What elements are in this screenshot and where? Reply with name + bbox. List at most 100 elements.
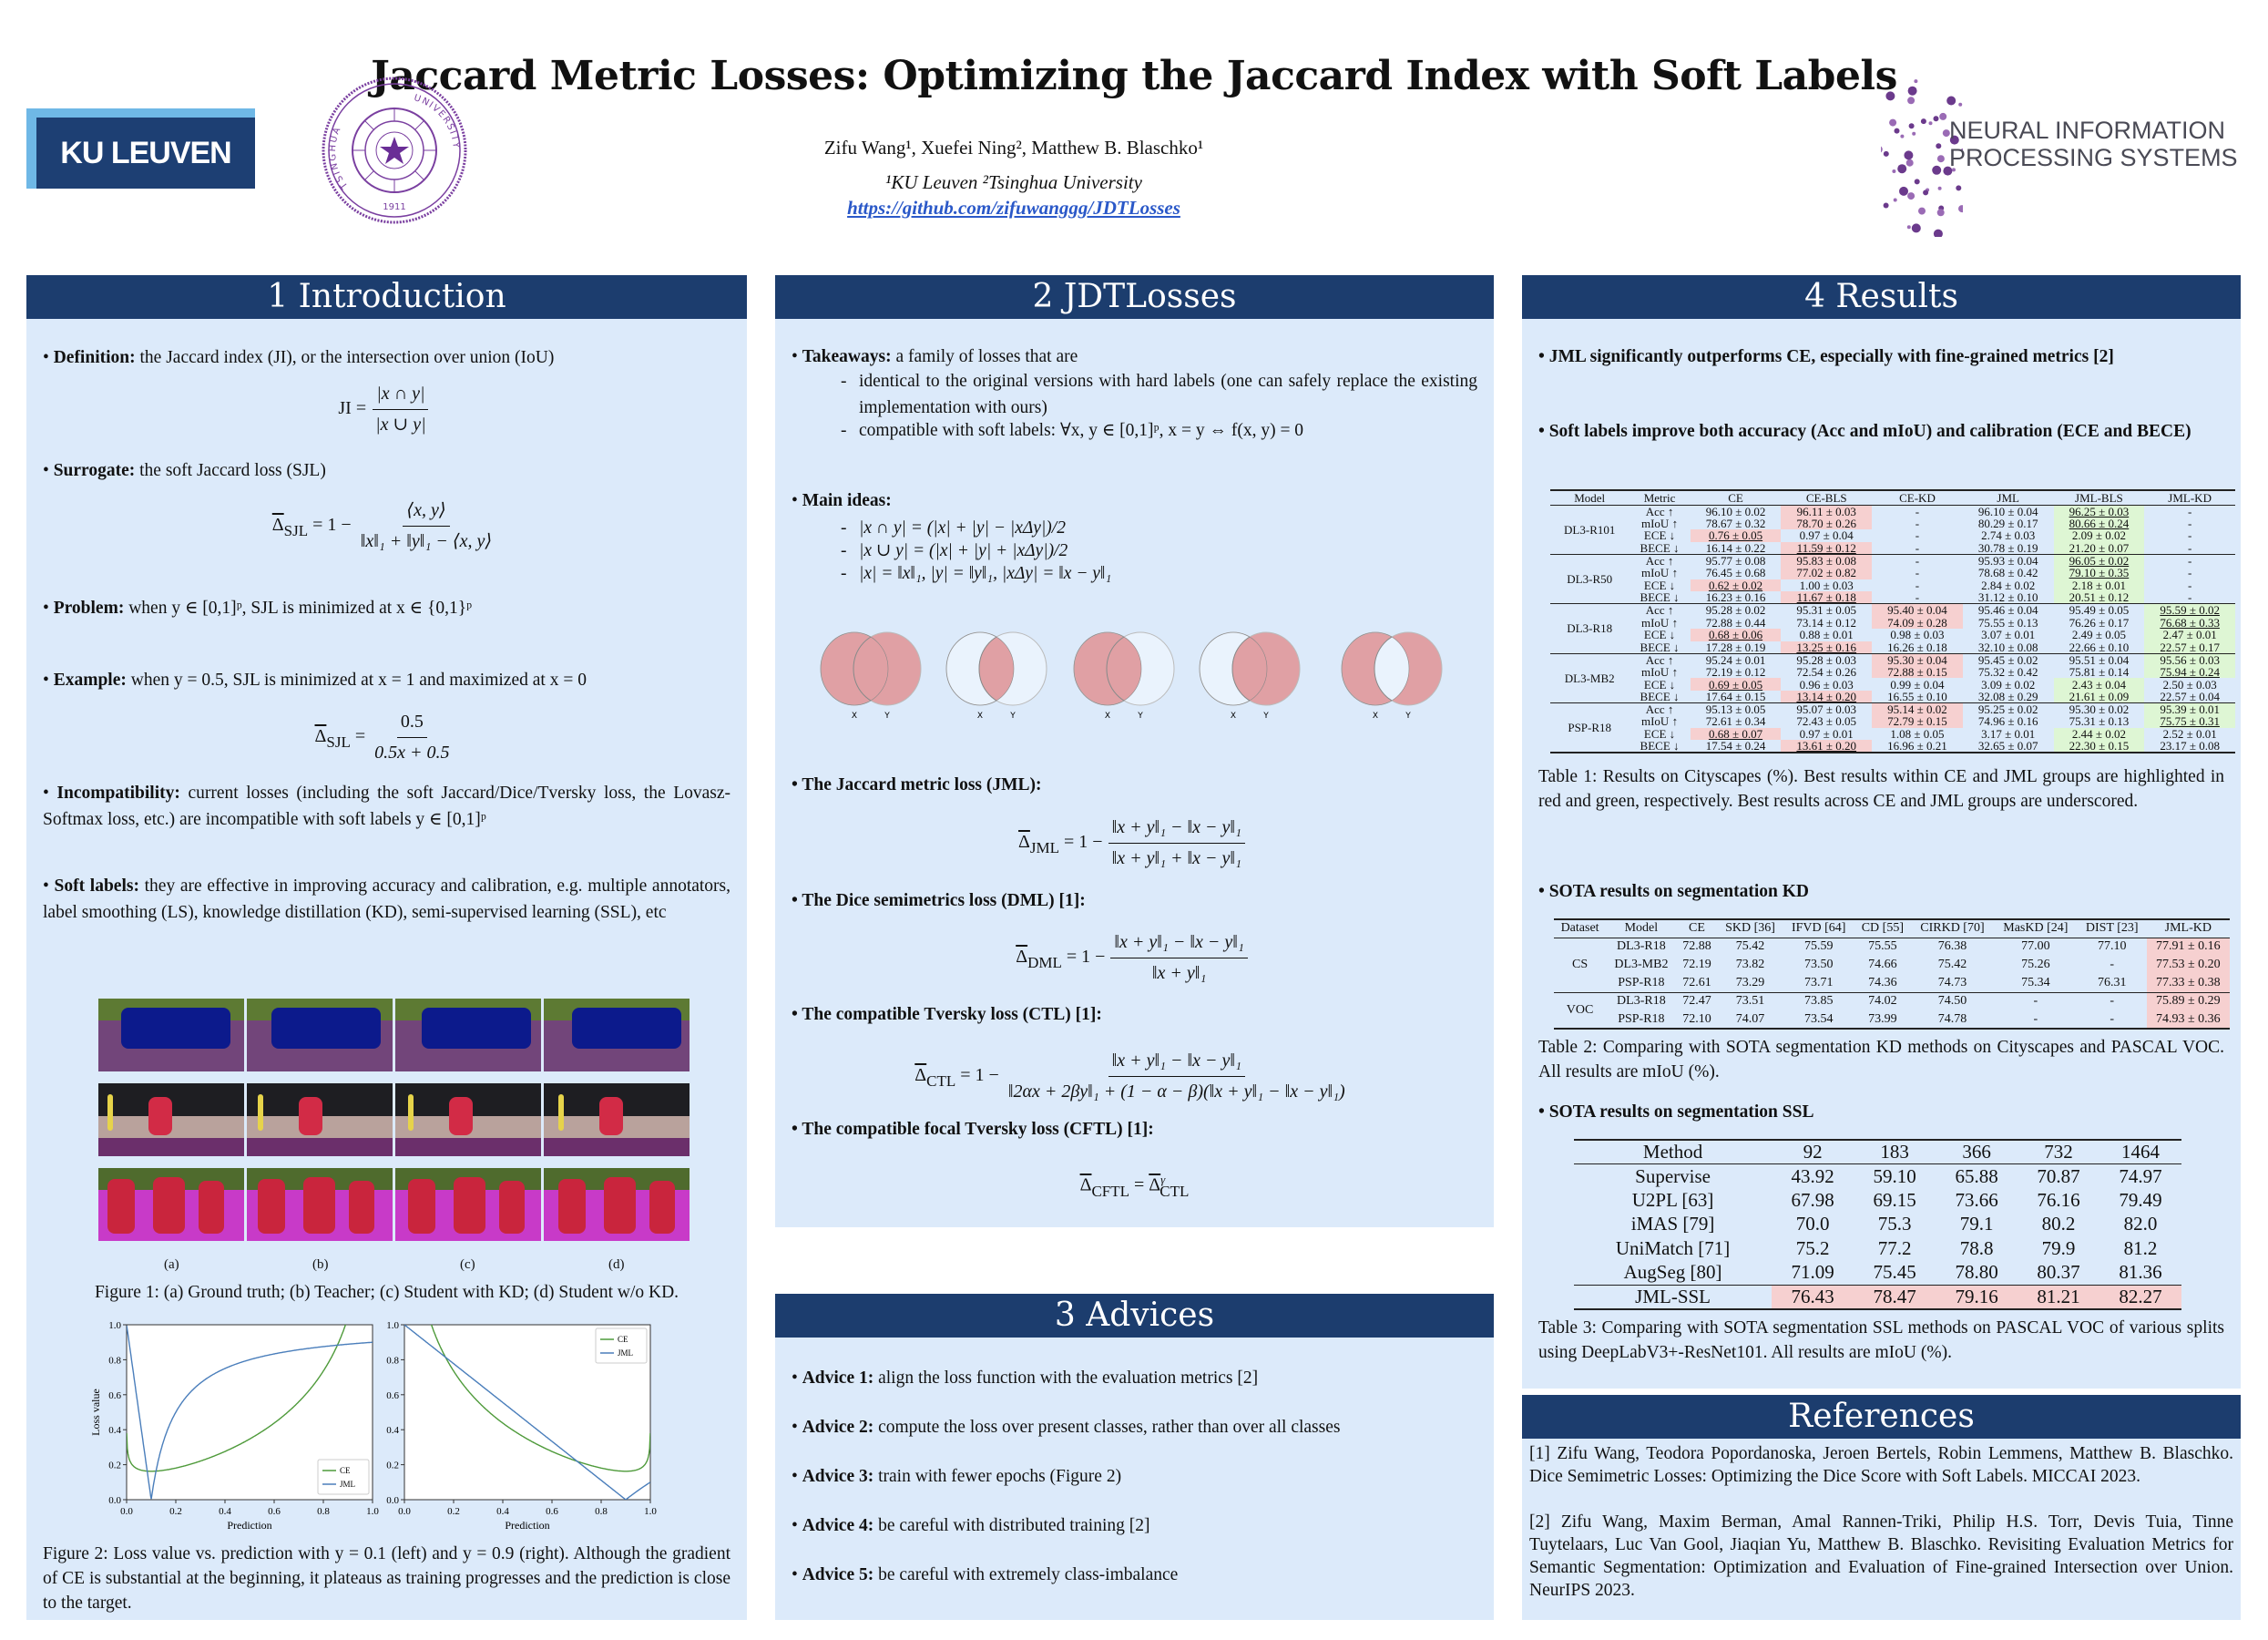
segmentation-image — [544, 1168, 690, 1241]
value-text: 16.96 ± 0.21 — [1887, 739, 1947, 753]
delta-symbol: Δ — [1016, 947, 1028, 968]
legend-label: CE — [618, 1335, 628, 1344]
table-1-caption: Table 1: Results on Cityscapes (%). Best… — [1538, 767, 2224, 811]
value-cell: 77.2 — [1877, 1236, 1912, 1259]
value-cell: 30.78 ± 0.19 — [1963, 542, 2054, 555]
legend-label: JML — [618, 1348, 633, 1358]
sjl-numerator: ⟨x, y⟩ — [403, 497, 450, 527]
value-cell: 70.0 — [1795, 1213, 1830, 1235]
incompatibility-label: Incompatibility: — [56, 784, 180, 803]
value-text: 0.88 ± 0.01 — [1799, 628, 1854, 642]
main-idea-item: |x| = ‖x‖₁, |y| = ‖y‖₁, |xΔy| = ‖x − y‖₁ — [841, 560, 1477, 587]
definition-bullet: • Definition: the Jaccard index (JI), or… — [43, 348, 555, 367]
references-panel: [1] Zifu Wang, Teodora Popordanoska, Jer… — [1522, 1439, 2241, 1620]
ctl-label: The compatible Tversky loss (CTL) [1]: — [802, 1005, 1102, 1024]
table-row: VOC DL3-R18 72.47 73.51 73.85 74.02 74.50 - - 75.… — [1554, 992, 2230, 1017]
value-text: 13.25 ± 0.16 — [1796, 640, 1857, 654]
example-text: when y = 0.5, SJL is minimized at x = 1 … — [126, 671, 587, 690]
x-tick-label: 1.0 — [366, 1506, 379, 1517]
value-text: 72.88 ± 0.15 — [1887, 665, 1947, 680]
github-link[interactable]: https://github.com/zifuwanggg/JDTLosses — [847, 197, 1180, 219]
segmentation-image — [544, 1083, 690, 1156]
value-cell: - — [1872, 567, 1963, 579]
value-text: 95.30 ± 0.04 — [1887, 652, 1947, 667]
series-line-ce — [127, 1325, 347, 1472]
value-text: 78.67 ± 0.32 — [1705, 516, 1766, 530]
column-header: 92 — [1772, 1140, 1854, 1164]
value-cell: 95.24 ± 0.01 — [1690, 652, 1782, 666]
cftl-equation: ΔCFTL = ΔγCTL — [775, 1166, 1494, 1200]
value-cell: 75.42 — [1735, 939, 1765, 954]
metric-cell: mIoU ↑ — [1640, 516, 1679, 530]
value-cell: 0.98 ± 0.03 — [1872, 629, 1963, 641]
value-cell: 78.8 — [1959, 1236, 1994, 1259]
value-text: 96.10 ± 0.02 — [1705, 504, 1766, 518]
venn-label-x: X — [1373, 712, 1378, 721]
value-text: 22.57 ± 0.04 — [2160, 689, 2220, 703]
value-cell: 78.47 — [1854, 1285, 1936, 1309]
value-cell: 72.43 ± 0.05 — [1781, 715, 1872, 728]
value-text: 2.44 ± 0.02 — [2071, 726, 2126, 741]
dml-subscript: DML — [1027, 954, 1062, 972]
value-cell: 74.09 ± 0.28 — [1872, 616, 1963, 629]
soft-labels-bullet: • Soft labels: they are effective in imp… — [43, 876, 731, 922]
sjl-denominator: ‖x‖₁ + ‖y‖₁ − ⟨x, y⟩ — [360, 531, 493, 551]
ji-equation: JI = |x ∩ y| |x ∪ y| — [26, 381, 747, 438]
dataset-cell: VOC — [1566, 1002, 1594, 1017]
value-cell: - — [2144, 579, 2235, 592]
column-header: SKD [36] — [1717, 919, 1783, 938]
value-text: 76.26 ± 0.17 — [2069, 615, 2130, 630]
table-3-caption: Table 3: Comparing with SOTA segmentatio… — [1538, 1318, 2224, 1362]
tsinghua-seal-logo: TSINGHUA UNIVERSITY 1911 — [322, 77, 467, 224]
value-text: 22.30 ± 0.15 — [2069, 739, 2130, 753]
column-header: CE-BLS — [1781, 490, 1873, 506]
value-cell: 75.26 — [2021, 958, 2050, 971]
value-cell: 75.55 — [1868, 939, 1897, 954]
results-point-4: • SOTA results on segmentation SSL — [1538, 1102, 1814, 1122]
jml-mid: = 1 − — [1064, 832, 1103, 853]
metric-cell: BECE ↓ — [1640, 739, 1680, 753]
venn-label-y: Y — [1137, 712, 1143, 721]
advice-item: • Advice 5: be careful with extremely cl… — [792, 1565, 1179, 1584]
value-cell: 11.67 ± 0.18 — [1781, 591, 1873, 604]
ji-numerator: |x ∩ y| — [373, 381, 429, 410]
value-text: - — [1915, 566, 1920, 580]
value-text: 76.45 ± 0.68 — [1705, 566, 1766, 580]
value-text: 31.12 ± 0.10 — [1977, 590, 2038, 605]
venn-label-x: X — [977, 712, 983, 721]
model-cell: DL3-R101 — [1564, 522, 1616, 537]
y-tick-label: 0.8 — [108, 1355, 121, 1366]
legend: CE JML — [317, 1459, 370, 1495]
value-cell: 3.07 ± 0.01 — [1963, 629, 2054, 641]
value-cell: 72.54 ± 0.26 — [1781, 666, 1872, 679]
value-text: 72.79 ± 0.15 — [1887, 714, 1947, 729]
y-tick-label: 1.0 — [386, 1320, 399, 1331]
advice-text: be careful with extremely class-imbalanc… — [873, 1565, 1179, 1584]
segmentation-image — [544, 999, 690, 1071]
introduction-panel: • Definition: the Jaccard index (JI), or… — [26, 319, 747, 1620]
value-text: 21.61 ± 0.09 — [2069, 689, 2130, 703]
column-header: Dataset — [1554, 919, 1607, 938]
value-text: 2.18 ± 0.01 — [2071, 578, 2126, 592]
value-text: 22.57 ± 0.17 — [2160, 640, 2220, 654]
value-text: 95.25 ± 0.02 — [1977, 702, 2038, 717]
legend-label: CE — [340, 1466, 351, 1475]
results-point-text: SOTA results on segmentation KD — [1548, 882, 1810, 901]
value-cell: 75.81 ± 0.14 — [2054, 666, 2145, 679]
value-text: 95.28 ± 0.03 — [1796, 652, 1857, 667]
metric-cell: BECE ↓ — [1640, 590, 1680, 605]
advices-panel: • Advice 1: align the loss function with… — [775, 1338, 1494, 1620]
column-header: Method — [1574, 1140, 1773, 1164]
value-cell: - — [2144, 567, 2235, 579]
value-cell: 95.59 ± 0.02 — [2144, 603, 2235, 617]
value-cell: 77.10 — [2097, 939, 2127, 954]
table-row: PSP-R18 72.61 73.29 73.71 74.36 74.73 75.34 76.… — [1554, 974, 2230, 992]
value-cell: 67.98 — [1791, 1188, 1834, 1211]
value-cell: 72.61 ± 0.34 — [1691, 715, 1782, 728]
value-cell: 75.55 ± 0.13 — [1963, 616, 2054, 629]
value-cell: 74.66 — [1868, 958, 1897, 971]
advice-label: Advice 5: — [802, 1565, 874, 1584]
value-cell: - — [2110, 994, 2115, 1009]
value-cell: 76.31 — [2097, 975, 2127, 989]
value-text: - — [2187, 566, 2192, 580]
